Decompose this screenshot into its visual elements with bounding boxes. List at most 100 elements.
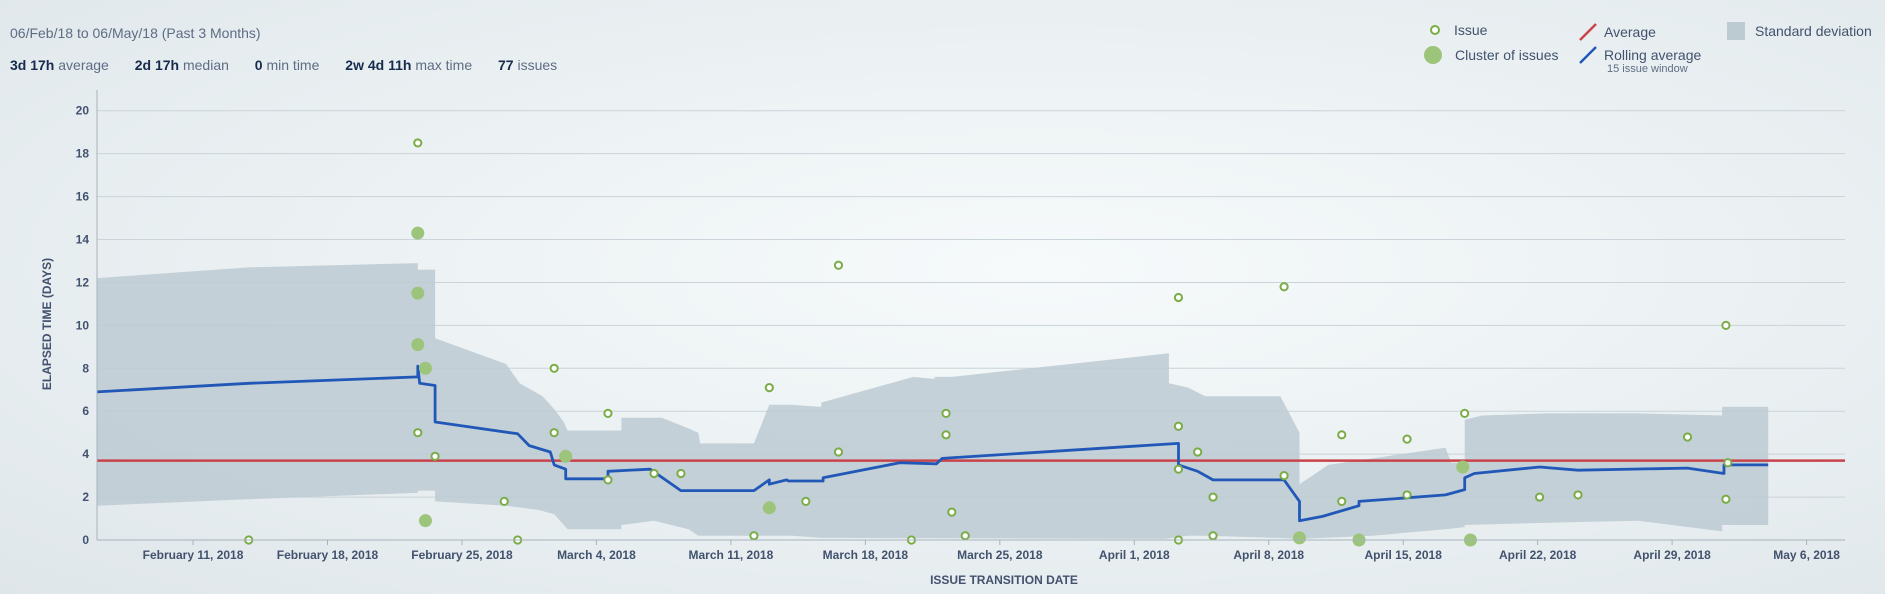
issue-point xyxy=(1337,496,1347,506)
stat-average: 3d 17h average xyxy=(10,57,109,73)
issue-point xyxy=(1193,447,1203,457)
issue-point xyxy=(1402,434,1412,444)
y-tick-label: 18 xyxy=(76,147,90,161)
stddev-swatch-icon xyxy=(1727,22,1745,40)
issue-point xyxy=(1173,464,1184,474)
y-tick-label: 8 xyxy=(82,361,89,375)
stat-median: 2d 17h median xyxy=(135,57,229,73)
stat-label: median xyxy=(182,57,229,73)
legend-average-label: Average xyxy=(1604,24,1656,40)
issue-point xyxy=(430,451,440,461)
y-tick-label: 10 xyxy=(76,318,90,332)
stat-value: 2d 17h xyxy=(134,57,180,73)
cluster-point xyxy=(418,514,432,528)
issue-point xyxy=(1723,458,1733,468)
legend-rolling-label: Rolling average xyxy=(1604,47,1702,63)
issue-point xyxy=(749,531,759,541)
stat-value: 2w 4d 11h xyxy=(345,57,412,73)
issue-point xyxy=(1173,421,1184,431)
y-tick-label: 16 xyxy=(76,190,90,204)
issue-point xyxy=(1279,471,1289,481)
issue-point xyxy=(1337,430,1347,440)
issue-point xyxy=(413,138,423,148)
issue-point xyxy=(1721,320,1731,330)
legend-rolling-sub: 15 issue window xyxy=(1607,63,1688,75)
issue-point xyxy=(649,468,659,479)
issue-point xyxy=(947,507,957,517)
issue-marker-icon xyxy=(1430,25,1440,35)
issue-point xyxy=(1460,408,1470,418)
x-axis-title: ISSUE TRANSITION DATE xyxy=(930,573,1078,587)
issue-point xyxy=(801,496,811,506)
issue-point xyxy=(1279,282,1289,292)
y-tick-label: 4 xyxy=(82,447,89,461)
legend-rolling[interactable]: Rolling average xyxy=(1578,45,1701,65)
legend-stddev-label: Standard deviation xyxy=(1755,23,1872,39)
issue-point xyxy=(603,408,613,418)
issue-point xyxy=(1573,490,1583,500)
stat-label: min time xyxy=(266,57,320,73)
y-tick-label: 0 xyxy=(82,533,89,547)
issue-point xyxy=(941,408,951,418)
legend-average[interactable]: Average xyxy=(1578,22,1656,42)
issue-point xyxy=(1534,492,1545,502)
stat-value: 0 xyxy=(254,57,263,73)
stat-value: 3d 17h xyxy=(10,57,55,73)
issue-point xyxy=(1173,292,1184,303)
cluster-point xyxy=(1456,460,1470,474)
rolling-line-icon xyxy=(1579,46,1597,64)
x-tick-label: March 4, 2018 xyxy=(557,548,636,562)
issue-point xyxy=(413,428,423,438)
y-tick-labels: 0 2 4 6 8 10 12 14 16 18 20 xyxy=(76,104,90,547)
stat-issues: 77 issues xyxy=(498,57,557,73)
x-tick-label: April 29, 2018 xyxy=(1633,548,1711,562)
issue-point xyxy=(1402,490,1412,500)
legend-issue[interactable]: Issue xyxy=(1428,22,1487,38)
cluster-point xyxy=(411,338,425,352)
issue-point xyxy=(549,428,559,438)
cluster-point xyxy=(411,286,425,300)
stat-label: average xyxy=(58,57,109,73)
legend-cluster-label: Cluster of issues xyxy=(1455,47,1559,63)
issue-point xyxy=(549,363,559,373)
stat-min-time: 0 min time xyxy=(255,57,320,73)
stat-value: 77 xyxy=(498,57,514,73)
cluster-point xyxy=(762,501,776,515)
x-tick-label: February 18, 2018 xyxy=(277,548,379,562)
issue-point xyxy=(833,447,844,457)
x-tick-label: March 18, 2018 xyxy=(823,548,909,562)
issue-point xyxy=(1721,494,1731,504)
stat-max-time: 2w 4d 11h max time xyxy=(345,57,472,73)
issue-point xyxy=(960,531,970,541)
x-tick-label: March 11, 2018 xyxy=(689,548,774,562)
issue-point xyxy=(1682,432,1693,442)
legend-stddev[interactable]: Standard deviation xyxy=(1727,22,1872,40)
issue-point xyxy=(764,383,774,393)
issue-point xyxy=(676,468,686,479)
cluster-point xyxy=(418,361,432,375)
x-tick-label: April 8, 2018 xyxy=(1233,548,1304,562)
issue-point xyxy=(1208,492,1218,502)
legend-cluster[interactable]: Cluster of issues xyxy=(1423,45,1558,65)
y-axis-title: ELAPSED TIME (DAYS) xyxy=(40,258,54,390)
chart-header: 06/Feb/18 to 06/May/18 (Past 3 Months) 3… xyxy=(10,25,579,73)
issue-point xyxy=(833,260,844,270)
average-line-icon xyxy=(1579,23,1597,41)
stat-label: max time xyxy=(415,57,473,73)
issue-point xyxy=(1208,531,1218,541)
x-tick-label: April 15, 2018 xyxy=(1365,548,1443,562)
y-tick-label: 6 xyxy=(82,404,89,418)
y-tick-label: 12 xyxy=(76,275,90,289)
x-tick-label: April 22, 2018 xyxy=(1499,548,1577,562)
cluster-point xyxy=(559,449,573,463)
legend-issue-label: Issue xyxy=(1454,22,1488,38)
date-range: 06/Feb/18 to 06/May/18 (Past 3 Months) xyxy=(10,25,261,41)
cluster-point xyxy=(1292,531,1306,545)
issue-point xyxy=(941,430,951,440)
issue-points xyxy=(244,138,1733,547)
stats-row: 3d 17h average 2d 17h median 0 min time … xyxy=(10,57,579,73)
y-tick-label: 2 xyxy=(82,490,89,504)
x-tick-label: April 1, 2018 xyxy=(1099,548,1170,562)
stat-label: issues xyxy=(517,57,558,73)
